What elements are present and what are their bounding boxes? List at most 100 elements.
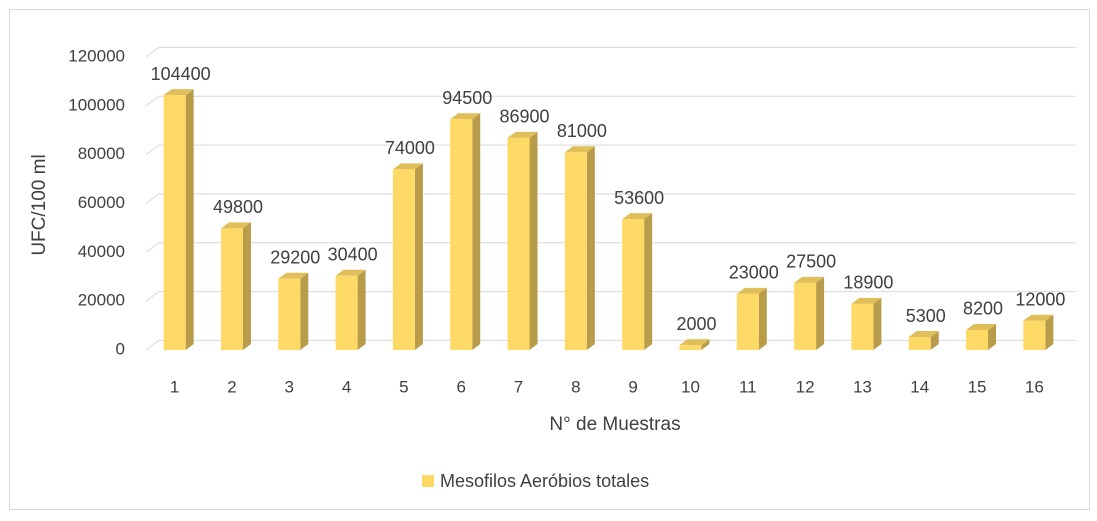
grid-line xyxy=(145,46,1076,58)
bar-top xyxy=(908,331,939,338)
y-axis-title: UFC/100 ml xyxy=(29,154,50,255)
bar-front xyxy=(450,119,473,350)
bar-top xyxy=(220,222,251,229)
bar-top xyxy=(622,213,653,220)
bar-side xyxy=(758,287,767,350)
x-tick-label: 6 xyxy=(456,377,465,396)
data-label: 49800 xyxy=(213,197,263,217)
x-tick-label: 9 xyxy=(628,377,637,396)
bar-top xyxy=(736,287,767,294)
bar xyxy=(908,331,939,350)
legend-swatch xyxy=(422,475,434,487)
x-tick-label: 7 xyxy=(514,377,523,396)
bar xyxy=(335,269,366,350)
x-tick-label: 1 xyxy=(170,377,179,396)
bar-front xyxy=(794,282,817,350)
y-tick-label: 80000 xyxy=(78,144,125,163)
x-tick-label: 11 xyxy=(739,377,757,396)
bar-front xyxy=(622,219,645,350)
bar-top xyxy=(679,339,710,346)
bar xyxy=(1023,314,1054,350)
data-label: 2000 xyxy=(676,314,716,334)
bar-front xyxy=(163,95,186,350)
bar xyxy=(966,323,997,350)
bar-top xyxy=(392,163,423,170)
bar-front xyxy=(679,345,702,350)
x-tick-label: 4 xyxy=(342,377,351,396)
grid-line xyxy=(145,291,1076,302)
data-label: 5300 xyxy=(906,306,946,326)
bar-top xyxy=(851,297,882,304)
data-label: 29200 xyxy=(270,247,320,267)
bar-top xyxy=(163,89,194,96)
bar-side xyxy=(586,146,595,350)
data-label: 30400 xyxy=(328,245,378,265)
data-label: 12000 xyxy=(1015,289,1065,309)
data-label: 74000 xyxy=(385,138,435,158)
bar xyxy=(851,297,882,350)
bar-side xyxy=(930,331,939,350)
data-label: 23000 xyxy=(729,263,779,283)
data-label: 81000 xyxy=(557,121,607,141)
data-label: 8200 xyxy=(963,299,1003,319)
bar-top xyxy=(794,276,825,283)
y-tick-label: 60000 xyxy=(78,193,125,212)
y-tick-label: 0 xyxy=(116,339,125,358)
y-tick-label: 120000 xyxy=(68,46,125,65)
x-tick-label: 12 xyxy=(796,377,815,396)
bar-top xyxy=(278,272,309,279)
bar-side xyxy=(1045,314,1054,350)
bar xyxy=(794,276,825,350)
x-tick-label: 16 xyxy=(1025,377,1044,396)
x-tick-label: 8 xyxy=(571,377,580,396)
bar-top xyxy=(335,269,366,276)
data-label: 94500 xyxy=(442,88,492,108)
bar xyxy=(679,339,710,350)
bar xyxy=(278,272,309,350)
grid-line xyxy=(145,95,1076,107)
grid-line xyxy=(145,144,1076,156)
bar-side xyxy=(472,113,481,350)
data-label: 104400 xyxy=(151,64,211,84)
x-tick-label: 3 xyxy=(285,377,294,396)
bar xyxy=(220,222,251,350)
x-tick-label: 10 xyxy=(681,377,700,396)
bar-side xyxy=(414,163,423,350)
bar-front xyxy=(908,337,931,350)
bar xyxy=(392,163,423,350)
x-axis-title: N° de Muestras xyxy=(549,414,680,435)
bar xyxy=(163,89,194,350)
grid-line xyxy=(145,339,1076,351)
y-tick-label: 20000 xyxy=(78,291,125,310)
bar-side xyxy=(300,272,309,350)
bar-front xyxy=(851,303,874,350)
bar-front xyxy=(1023,320,1046,350)
bar-top xyxy=(1023,314,1054,321)
bar-side xyxy=(701,339,710,350)
bar-front xyxy=(335,275,358,350)
bar-front xyxy=(278,278,301,350)
legend-label: Mesofilos Aeróbios totales xyxy=(440,471,649,491)
bar xyxy=(507,131,538,350)
bar-side xyxy=(242,222,251,350)
bar-front xyxy=(392,169,415,350)
bar-side xyxy=(873,297,882,350)
grid-line xyxy=(145,193,1076,204)
bar-side xyxy=(185,89,194,350)
x-tick-label: 15 xyxy=(968,377,987,396)
bar-front xyxy=(564,152,587,350)
y-tick-label: 40000 xyxy=(78,242,125,261)
y-tick-label: 100000 xyxy=(68,95,125,114)
grid-line xyxy=(145,242,1076,253)
x-tick-label: 5 xyxy=(399,377,408,396)
bar-side xyxy=(529,131,538,350)
bar-front xyxy=(220,228,243,350)
bar-side xyxy=(644,213,653,350)
bar-side xyxy=(988,323,997,350)
data-label: 53600 xyxy=(614,188,664,208)
x-tick-label: 14 xyxy=(910,377,929,396)
bar xyxy=(450,113,481,350)
bar-front xyxy=(736,293,759,350)
x-tick-label: 13 xyxy=(853,377,872,396)
